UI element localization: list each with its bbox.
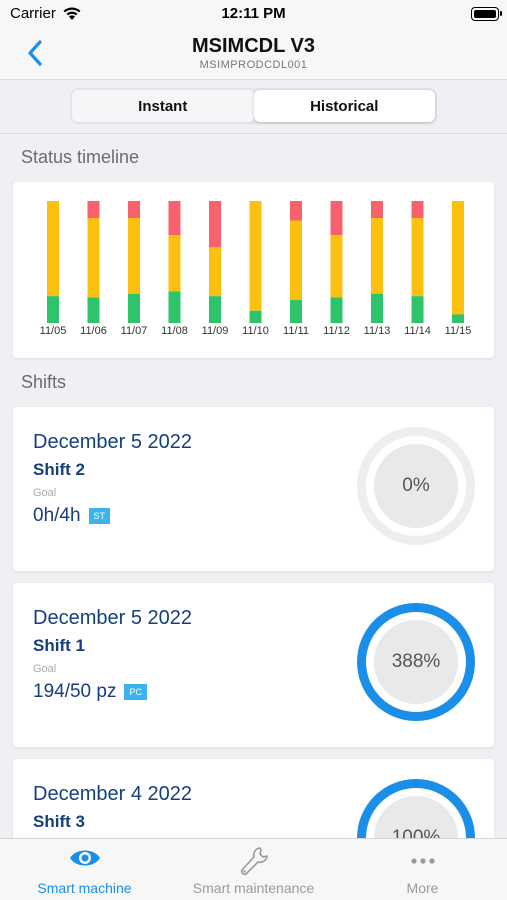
timeline-bar-segment-green xyxy=(87,297,100,323)
timeline-bar-segment-green xyxy=(209,296,221,323)
timeline-bar-segment-green xyxy=(452,314,464,323)
timeline-bar-segment-yellow xyxy=(411,218,424,297)
progress-ring xyxy=(357,427,475,545)
timeline-date-label: 11/12 xyxy=(323,325,350,337)
goal-label: Goal xyxy=(33,487,57,499)
timeline-date-label: 11/08 xyxy=(161,325,188,337)
view-mode-segmented-control: Instant Historical xyxy=(70,88,437,124)
wrench-icon xyxy=(238,845,270,884)
timeline-bar-segment-yellow xyxy=(209,247,221,297)
more-dots-icon xyxy=(408,845,438,880)
timeline-date-label: 11/14 xyxy=(404,325,431,337)
chevron-left-icon xyxy=(28,40,42,66)
shifts-heading: Shifts xyxy=(21,372,67,392)
shift-name: Shift 3 xyxy=(33,812,85,831)
timeline-bar-segment-red xyxy=(290,201,302,221)
shift-name: Shift 1 xyxy=(33,636,85,655)
timeline-bar-segment-yellow xyxy=(371,218,383,294)
shift-card[interactable]: December 5 2022 Shift 2 Goal 0h/4h ST 0% xyxy=(13,407,494,571)
timeline-bar-segment-green xyxy=(411,296,424,323)
status-timeline-card: 11/05 11/06 11/07 11/08 11/09 11/10 11/11 11/12… xyxy=(13,182,494,358)
progress-gauge: 388% xyxy=(357,603,475,721)
tab-more[interactable]: More xyxy=(338,839,507,900)
timeline-bar-segment-red xyxy=(411,201,424,219)
timeline-date-label: 11/11 xyxy=(283,325,309,337)
goal-row: 194/50 pz PC xyxy=(33,681,147,703)
timeline-bar-segment-yellow xyxy=(87,218,100,298)
timeline-bar-segment-red xyxy=(168,201,181,236)
status-timeline-heading: Status timeline xyxy=(21,147,140,167)
shift-name: Shift 2 xyxy=(33,460,85,479)
navigation-bar: MSIMCDL V3 MSIMPRODCDL001 xyxy=(0,30,507,80)
timeline-bar-segment-yellow xyxy=(47,201,59,297)
timeline-bar-segment-red xyxy=(87,201,100,219)
tab-bar: Smart machine Smart maintenance More xyxy=(0,838,507,900)
timeline-bar-segment-green xyxy=(330,297,343,323)
timeline-bar-segment-yellow xyxy=(168,235,181,292)
timeline-bar-segment-green xyxy=(128,293,140,323)
divider xyxy=(0,133,507,134)
timeline-date-label: 11/06 xyxy=(80,325,107,337)
goal-value: 194/50 pz xyxy=(33,681,117,702)
status-timeline-chart: 11/05 11/06 11/07 11/08 11/09 11/10 11/11 11/12… xyxy=(40,201,472,337)
goal-type-badge: ST xyxy=(88,508,111,524)
timeline-bar-segment-red xyxy=(330,201,343,236)
goal-row: 0h/4h ST xyxy=(33,505,111,527)
progress-percent: 0% xyxy=(374,444,458,528)
shift-date: December 4 2022 xyxy=(33,783,192,805)
timeline-bar-segment-green xyxy=(290,299,302,323)
carrier-label: Carrier xyxy=(10,5,56,22)
timeline-bar-segment-yellow xyxy=(452,201,464,315)
page-subtitle: MSIMPRODCDL001 xyxy=(199,59,308,71)
tab-instant[interactable]: Instant xyxy=(72,90,254,122)
progress-ring xyxy=(357,779,475,859)
tab-label: More xyxy=(406,880,439,896)
progress-gauge: 0% xyxy=(357,427,475,545)
timeline-bar-segment-green xyxy=(249,310,262,323)
status-bar: Carrier 12:11 PM xyxy=(0,0,507,30)
back-button[interactable] xyxy=(22,36,52,70)
progress-percent: 388% xyxy=(374,620,458,704)
tab-label: Smart maintenance xyxy=(192,880,315,896)
timeline-bar-segment-red xyxy=(128,201,140,219)
timeline-bar-segment-green xyxy=(47,296,59,323)
timeline-bar-segment-yellow xyxy=(290,220,302,300)
shift-card[interactable]: December 5 2022 Shift 1 Goal 194/50 pz P… xyxy=(13,583,494,747)
timeline-bar-segment-red xyxy=(371,201,383,219)
tab-smart-maintenance[interactable]: Smart maintenance xyxy=(169,839,338,900)
timeline-bar-segment-yellow xyxy=(330,235,343,298)
timeline-bar-segment-green xyxy=(371,293,383,323)
page-title: MSIMCDL V3 xyxy=(192,35,315,57)
clock: 12:11 PM xyxy=(221,5,286,22)
timeline-date-label: 11/07 xyxy=(121,325,148,337)
timeline-bar-segment-yellow xyxy=(249,201,262,311)
goal-label: Goal xyxy=(33,663,57,675)
tab-smart-machine[interactable]: Smart machine xyxy=(0,839,169,900)
shift-date: December 5 2022 xyxy=(33,607,192,629)
timeline-date-label: 11/13 xyxy=(364,325,391,337)
goal-value: 0h/4h xyxy=(33,505,81,526)
timeline-bar-segment-red xyxy=(209,201,221,248)
timeline-date-label: 11/15 xyxy=(445,325,472,337)
timeline-date-label: 11/05 xyxy=(40,325,67,337)
tab-historical[interactable]: Historical xyxy=(253,90,435,122)
timeline-date-label: 11/10 xyxy=(242,325,269,337)
battery-icon xyxy=(471,7,502,21)
progress-ring xyxy=(357,603,475,721)
wifi-icon xyxy=(62,5,82,25)
tab-label: Smart machine xyxy=(37,880,132,896)
timeline-bar-segment-yellow xyxy=(128,218,140,294)
eye-icon xyxy=(68,845,102,876)
timeline-date-label: 11/09 xyxy=(202,325,229,337)
shift-date: December 5 2022 xyxy=(33,431,192,453)
timeline-bar-segment-green xyxy=(168,291,181,323)
goal-type-badge: PC xyxy=(124,684,147,700)
